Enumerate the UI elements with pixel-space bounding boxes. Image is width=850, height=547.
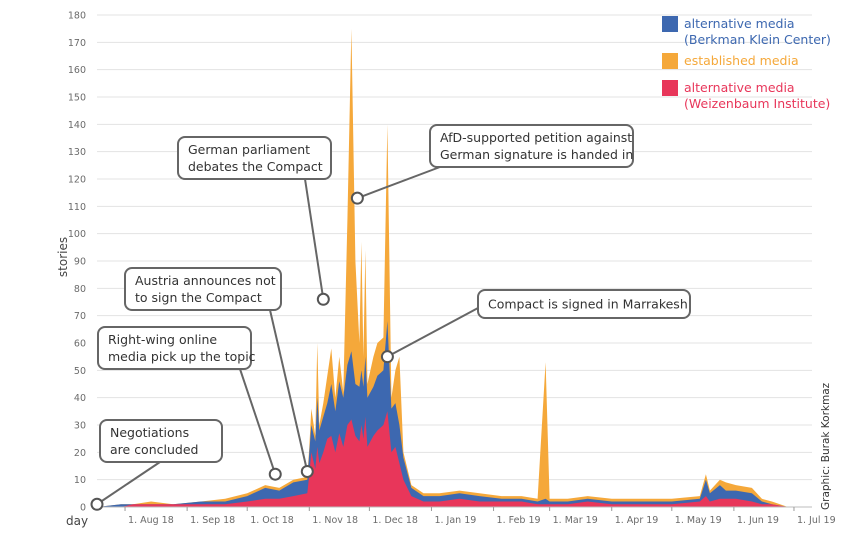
x-axis-ticks: 1. Aug 18 1. Sep 18 1. Oct 18 1. Nov 18 1. D… [97,506,836,526]
callout-leader-line [96,461,161,506]
x-tick-label: 1. Dec 18 [372,515,418,526]
y-tick-label: 10 [74,475,86,486]
annotation-callout: AfD-supported petition against German sig… [350,124,634,205]
callout-box [477,289,691,319]
y-tick-label: 90 [74,257,86,268]
callout-marker [90,497,104,511]
y-tick-label: 140 [68,120,86,131]
y-tick-label: 40 [74,393,86,404]
x-tick-label: 1. Jul 19 [797,515,836,526]
callout-marker [316,292,330,306]
x-tick-label: 1. Apr 19 [615,515,659,526]
annotation-callout: German parliament debates the Compact [177,136,332,306]
x-axis-title: day [66,514,88,528]
callout-text: German parliament [188,142,310,157]
annotation-callout: Right-wing online media pick up the topic [97,326,282,481]
callout-text: debates the Compact [188,159,323,174]
legend-swatch [662,53,678,69]
callout-box [124,267,282,311]
x-tick-label: 1. May 19 [675,515,722,526]
annotation-callout: Austria announces not to sign the Compact [124,267,314,478]
y-tick-label: 100 [68,229,86,240]
callout-text: Negotiations [110,425,189,440]
y-tick-label: 120 [68,175,86,186]
callout-box [99,419,223,463]
legend-label: established media [684,53,799,68]
y-tick-label: 110 [68,202,86,213]
y-tick-label: 20 [74,448,86,459]
x-tick-label: 1. Sep 18 [190,515,235,526]
y-tick-label: 0 [80,503,86,514]
y-axis-title: stories [56,237,70,277]
callout-leader-line [357,166,441,200]
y-axis-ticks: 0 10 20 30 40 50 60 70 80 90 100 110 120 130 140 150 160… [68,11,86,514]
callout-text: media pick up the topic [108,349,256,364]
legend: alternative media(Berkman Klein Center)e… [662,16,831,111]
callout-text: German signature is handed in [440,147,633,162]
y-tick-label: 30 [74,421,86,432]
callout-leader-line [386,307,479,358]
y-tick-label: 150 [68,93,86,104]
callout-marker [300,464,314,478]
y-tick-label: 50 [74,366,86,377]
y-tick-label: 70 [74,311,86,322]
legend-label: alternative media [684,16,795,31]
callout-marker [350,191,364,205]
callout-leader-line [269,309,309,472]
callout-text: are concluded [110,442,198,457]
x-tick-label: 1. Nov 18 [312,515,358,526]
y-tick-label: 180 [68,11,86,22]
legend-label: (Weizenbaum Institute) [684,96,830,111]
x-tick-label: 1. Jan 19 [434,515,476,526]
callout-box [177,136,332,180]
callout-marker [268,467,282,481]
legend-swatch [662,80,678,96]
y-tick-label: 170 [68,38,86,49]
callout-box [429,124,634,168]
legend-label: alternative media [684,80,795,95]
callout-text: Austria announces not [135,273,276,288]
x-tick-label: 1. Aug 18 [128,515,174,526]
callout-leader-line [239,368,277,475]
callout-leader-line [304,178,325,300]
y-tick-label: 80 [74,284,86,295]
y-tick-label: 130 [68,147,86,158]
x-tick-label: 1. Mar 19 [553,515,598,526]
annotation-callout: Compact is signed in Marrakesh [380,289,691,364]
y-tick-label: 160 [68,65,86,76]
legend-swatch [662,16,678,32]
callout-text: Compact is signed in Marrakesh [488,297,688,312]
callout-text: Right-wing online [108,332,217,347]
x-tick-label: 1. Feb 19 [497,515,541,526]
callout-text: AfD-supported petition against [440,130,632,145]
x-tick-label: 1. Oct 18 [250,515,294,526]
callout-text: to sign the Compact [135,290,262,305]
credit-text: Graphic: Burak Korkmaz [820,382,832,510]
x-tick-label: 1. Jun 19 [737,515,779,526]
legend-label: (Berkman Klein Center) [684,32,831,47]
y-tick-label: 60 [74,339,86,350]
annotation-callout: Negotiations are concluded [90,419,223,511]
callout-box [97,326,252,370]
callout-marker [380,350,394,364]
